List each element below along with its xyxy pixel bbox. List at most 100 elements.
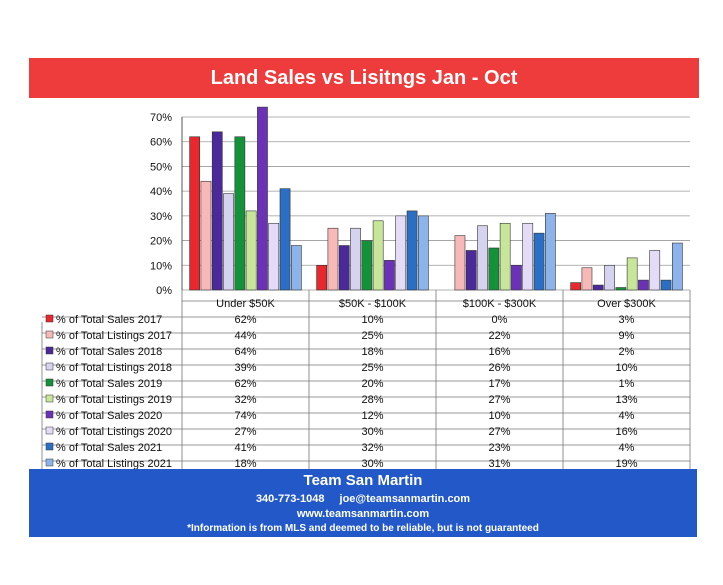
legend-key	[45, 330, 54, 339]
data-label: 1%	[619, 378, 635, 390]
data-label: 27%	[234, 426, 256, 438]
bar	[477, 225, 488, 291]
bar	[234, 136, 246, 291]
bar	[660, 279, 672, 291]
bar	[570, 282, 581, 291]
legend-key	[45, 346, 54, 355]
legend-label: % of Total Listings 2020	[56, 426, 172, 438]
data-label: 32%	[361, 442, 383, 454]
data-label: 4%	[619, 410, 635, 422]
data-label: 25%	[361, 362, 383, 374]
bar	[223, 193, 234, 291]
data-label: 4%	[619, 442, 635, 454]
y-tick-label: 20%	[150, 236, 172, 248]
data-label: 22%	[488, 330, 510, 342]
data-label: 19%	[615, 458, 637, 470]
bar	[488, 247, 500, 291]
data-label: 26%	[488, 362, 510, 374]
bar	[454, 235, 466, 291]
legend-key	[45, 426, 54, 435]
y-tick-label: 50%	[150, 161, 172, 173]
bar	[290, 245, 302, 291]
bar	[338, 245, 350, 291]
bar	[327, 227, 339, 291]
disclaimer: *Information is from MLS and deemed to b…	[187, 523, 539, 534]
category-label: Over $300K	[597, 298, 656, 310]
bar	[604, 264, 615, 291]
data-label: 32%	[234, 394, 256, 406]
data-label: 64%	[234, 346, 256, 358]
data-label: 9%	[619, 330, 635, 342]
legend-label: % of Total Sales 2019	[56, 378, 162, 390]
data-label: 2%	[619, 346, 635, 358]
bar	[200, 180, 212, 291]
bar	[544, 213, 556, 291]
data-label: 44%	[234, 330, 256, 342]
data-label: 20%	[361, 378, 383, 390]
data-label: 27%	[488, 426, 510, 438]
bar	[189, 136, 201, 291]
data-label: 23%	[488, 442, 510, 454]
bar	[384, 260, 395, 291]
bar	[522, 222, 534, 291]
y-tick-label: 10%	[150, 260, 172, 272]
bar	[395, 215, 407, 291]
bar	[268, 222, 280, 291]
y-tick-label: 0%	[156, 285, 172, 297]
bar	[671, 242, 683, 291]
data-label: 25%	[361, 330, 383, 342]
y-tick-label: 60%	[150, 137, 172, 149]
contact-line: 340-773-1048 joe@teamsanmartin.com	[29, 493, 697, 505]
bar	[372, 220, 384, 291]
data-label: 3%	[619, 314, 635, 326]
legend-label: % of Total Listings 2018	[56, 362, 172, 374]
data-label: 41%	[234, 442, 256, 454]
chart-title: Land Sales vs Lisitngs Jan - Oct	[29, 58, 699, 98]
y-tick-label: 30%	[150, 211, 172, 223]
website: www.teamsanmartin.com	[296, 508, 430, 520]
legend-key	[45, 410, 54, 419]
legend-key	[45, 458, 54, 467]
legend-label: % of Total Sales 2020	[56, 410, 162, 422]
data-label: 27%	[488, 394, 510, 406]
bar	[499, 222, 511, 291]
data-label: 17%	[488, 378, 510, 390]
legend-label: % of Total Listings 2017	[56, 330, 172, 342]
data-label: 39%	[234, 362, 256, 374]
bar	[533, 232, 545, 291]
bar	[465, 250, 477, 291]
data-label: 10%	[615, 362, 637, 374]
legend-key	[45, 314, 54, 323]
legend-label: % of Total Sales 2017	[56, 314, 162, 326]
team-name: Team San Martin	[303, 472, 423, 489]
data-label: 28%	[361, 394, 383, 406]
email-address: joe@teamsanmartin.com	[339, 493, 471, 505]
data-label: 30%	[361, 426, 383, 438]
bar	[511, 264, 522, 291]
category-label: Under $50K	[216, 298, 275, 310]
data-label: 18%	[361, 346, 383, 358]
data-label: 10%	[488, 410, 510, 422]
bar	[350, 227, 361, 291]
category-label: $100K - $300K	[463, 298, 537, 310]
data-label: 16%	[488, 346, 510, 358]
phone-number: 340-773-1048	[255, 493, 325, 505]
legend-key	[45, 442, 54, 451]
data-label: 30%	[361, 458, 383, 470]
legend-key	[45, 394, 54, 403]
bar	[626, 257, 638, 291]
legend-label: % of Total Sales 2021	[56, 442, 162, 454]
legend-key	[45, 362, 54, 371]
legend-key	[45, 378, 54, 387]
data-label: 74%	[234, 410, 256, 422]
data-label: 13%	[615, 394, 637, 406]
y-tick-label: 70%	[150, 112, 172, 124]
bar	[581, 267, 593, 291]
y-tick-label: 40%	[150, 186, 172, 198]
data-label: 10%	[361, 314, 383, 326]
data-label: 62%	[234, 378, 256, 390]
data-label: 31%	[488, 458, 510, 470]
bar	[417, 215, 429, 291]
bar	[638, 279, 649, 291]
